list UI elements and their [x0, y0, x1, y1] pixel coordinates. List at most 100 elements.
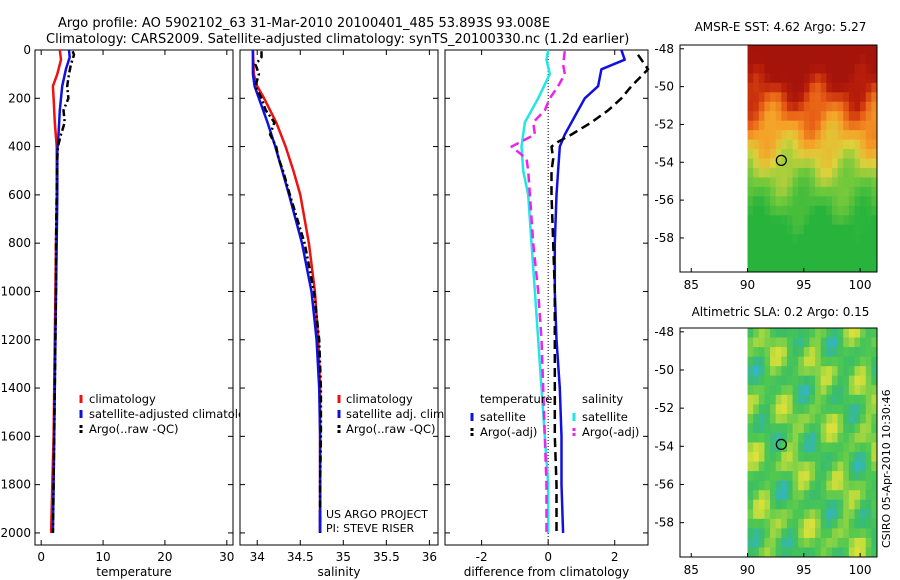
sst_map-cell: [820, 253, 827, 263]
difference-series-temperature-satellite: [553, 49, 626, 533]
sla_map-cell: [764, 518, 771, 529]
sla_map-cell: [826, 366, 833, 377]
sst_map-cell: [848, 262, 855, 273]
sst_map-cell: [871, 177, 878, 188]
temperature-legend-label: climatology: [89, 392, 156, 406]
sla_map-cell: [747, 394, 754, 405]
sla_map-cell: [871, 366, 878, 377]
sla_map-cell: [865, 347, 872, 358]
sla_map-cell: [843, 385, 850, 396]
sst_map-cell: [792, 82, 799, 93]
sst_map-cell: [753, 120, 760, 131]
sst_map-cell: [781, 167, 788, 178]
sla_map-cell: [803, 480, 810, 491]
sst_map-cell: [820, 234, 827, 245]
sla_map-cell: [775, 480, 782, 491]
sst_map-cell: [826, 177, 833, 188]
plot-layer: 0 10 20 30020040060080010001200140016001800…: [0, 20, 878, 579]
sst_map-cell: [820, 130, 827, 140]
sst_map-cell: [854, 45, 861, 55]
sla_map-cell: [786, 537, 793, 548]
sla_map-cell: [815, 490, 822, 501]
sst_map-cell: [865, 243, 872, 254]
sst_map-cell: [786, 186, 793, 197]
sla_map-cell: [860, 528, 867, 539]
sst_map-cell: [786, 215, 793, 226]
sla_map-cell: [781, 499, 788, 510]
sst_map-cell: [764, 82, 771, 93]
sla_map-cell: [764, 537, 771, 548]
sla_map-cell: [848, 394, 855, 405]
sla_map-cell: [871, 471, 878, 482]
sst_map-cell: [860, 243, 867, 254]
sst_map-cell: [854, 224, 861, 235]
sst_map-cell: [848, 167, 855, 178]
sla_map-cell: [815, 537, 822, 548]
sla_map-cell: [781, 461, 788, 472]
sla_map-cell: [837, 328, 844, 338]
sla_map-cell: [837, 442, 844, 453]
sst_map-cell: [770, 196, 777, 207]
sst_map-cell: [803, 186, 810, 197]
sst_map-cell: [758, 73, 765, 84]
header-line-1: Argo profile: AO 5902102_63 31-Mar-2010 …: [58, 16, 550, 31]
sst_map-cell: [803, 177, 810, 188]
sla_map-cell: [809, 375, 816, 386]
sst_map-cell: [798, 82, 805, 93]
sla_map-cell: [848, 547, 855, 558]
sla_map-cell: [792, 471, 799, 482]
sla_map-cell: [865, 356, 872, 367]
sla_map-cell: [871, 509, 878, 520]
sla_map-cell: [826, 480, 833, 491]
sla_map-cell: [781, 404, 788, 415]
sst_map-cell: [753, 224, 760, 235]
sst_map-cell: [753, 63, 760, 74]
sst_map-cell: [871, 205, 878, 216]
sla_map-cell: [815, 385, 822, 396]
sla_map-cell: [826, 547, 833, 558]
sla_map-y-tick-label: -52: [654, 401, 674, 415]
sst_map-cell: [848, 224, 855, 235]
sst_map-cell: [747, 262, 754, 273]
sla_map-y-tick-label: -50: [654, 363, 674, 377]
sla_map-cell: [803, 404, 810, 415]
sst_map-cell: [792, 63, 799, 74]
sst_map-cell: [753, 101, 760, 112]
sla_map-cell: [843, 337, 850, 348]
sst_map-cell: [843, 205, 850, 216]
sst_map-cell: [809, 196, 816, 207]
sst_map-cell: [854, 101, 861, 112]
sst_map-cell: [798, 73, 805, 84]
sst_map-cell: [860, 177, 867, 188]
temperature-axes-frame: [34, 49, 234, 546]
sst_map-cell: [803, 149, 810, 159]
sla_map-cell: [786, 528, 793, 539]
sst_map-cell: [854, 111, 861, 122]
sst_map-cell: [775, 139, 782, 150]
sst_map-cell: [826, 224, 833, 235]
sla_map-cell: [764, 480, 771, 491]
sla_map-cell: [826, 423, 833, 434]
sla_map-cell: [837, 461, 844, 472]
sla_map-cell: [831, 328, 838, 338]
sla_map-cell: [848, 461, 855, 472]
sla_map-cell: [781, 518, 788, 529]
sst_map-cell: [786, 111, 793, 122]
sla_map-cell: [792, 366, 799, 377]
difference-legend-label: Argo(-adj): [582, 425, 639, 439]
sst_map-cell: [820, 73, 827, 84]
sla_map-cell: [865, 375, 872, 386]
sla_map-cell: [798, 432, 805, 443]
sst_map-cell: [786, 205, 793, 216]
sst_map-cell: [792, 130, 799, 140]
sst_map-cell: [775, 111, 782, 122]
sst_map-cell: [809, 177, 816, 188]
sst_map-cell: [854, 196, 861, 207]
sla_map-cell: [775, 442, 782, 453]
sst_map-cell: [753, 111, 760, 122]
sst_map-cell: [837, 139, 844, 150]
sla_map-cell: [820, 480, 827, 491]
sla_map-cell: [848, 328, 855, 338]
sla_map-cell: [815, 413, 822, 424]
sst_map-cell: [747, 139, 754, 150]
